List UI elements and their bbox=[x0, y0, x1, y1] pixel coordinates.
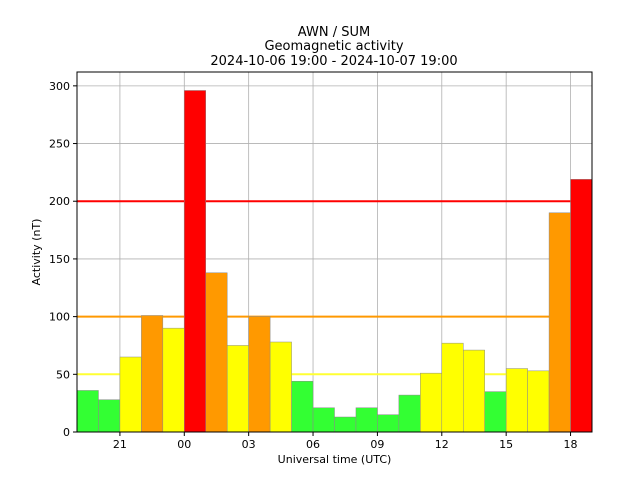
bar-11 bbox=[312, 407, 335, 433]
x-tick-label-1: 00 bbox=[177, 438, 191, 451]
bar-13 bbox=[355, 407, 378, 433]
chart-title-line-3: 2024-10-06 19:00 - 2024-10-07 19:00 bbox=[210, 54, 457, 69]
y-tick-label-1: 50 bbox=[56, 368, 70, 381]
chart-title-group: AWN / SUM Geomagnetic activity 2024-10-0… bbox=[210, 25, 457, 69]
x-axis-label: Universal time (UTC) bbox=[278, 453, 392, 466]
bar-17 bbox=[441, 342, 464, 433]
bar-6 bbox=[205, 272, 228, 433]
bar-16 bbox=[420, 372, 443, 433]
bar-7 bbox=[226, 345, 249, 433]
x-tick-label-4: 09 bbox=[370, 438, 384, 451]
bar-10 bbox=[291, 380, 314, 433]
x-tick-label-6: 15 bbox=[499, 438, 513, 451]
bar-18 bbox=[463, 349, 485, 433]
bar-2 bbox=[119, 356, 142, 433]
bar-21 bbox=[527, 370, 550, 433]
bar-15 bbox=[398, 394, 421, 433]
x-tick-label-3: 06 bbox=[306, 438, 320, 451]
x-tick-label-7: 18 bbox=[564, 438, 578, 451]
chart-title-line-1: AWN / SUM bbox=[298, 25, 370, 40]
y-tick-label-5: 250 bbox=[49, 138, 70, 151]
x-tick-label-5: 12 bbox=[435, 438, 449, 451]
y-tick-label-2: 100 bbox=[49, 311, 70, 324]
y-tick-label-6: 300 bbox=[49, 80, 70, 93]
bar-1 bbox=[98, 399, 121, 433]
x-tick-label-0: 21 bbox=[113, 438, 127, 451]
bar-12 bbox=[334, 416, 357, 433]
x-tick-label-2: 03 bbox=[242, 438, 256, 451]
y-tick-label-0: 0 bbox=[63, 426, 70, 439]
bar-4 bbox=[162, 327, 185, 433]
bar-23 bbox=[570, 179, 593, 433]
bar-14 bbox=[377, 414, 400, 433]
bar-19 bbox=[484, 391, 507, 433]
y-tick-label-3: 150 bbox=[49, 253, 70, 266]
y-tick-label-4: 200 bbox=[49, 195, 70, 208]
bar-22 bbox=[548, 212, 571, 433]
y-axis-ticks: 0 50 100 150 200 250 300 bbox=[49, 80, 77, 439]
bar-20 bbox=[505, 368, 528, 433]
plot-frame bbox=[76, 71, 593, 433]
y-axis-label: Activity (nT) bbox=[30, 219, 43, 286]
chart-title-line-2: Geomagnetic activity bbox=[264, 39, 403, 54]
bar-5 bbox=[184, 90, 207, 433]
bars-group bbox=[76, 90, 593, 433]
bar-9 bbox=[269, 341, 292, 433]
bar-3 bbox=[141, 315, 164, 433]
bar-8 bbox=[248, 316, 271, 433]
x-axis-ticks: 21 00 03 06 09 12 15 18 bbox=[113, 432, 578, 451]
bar-0 bbox=[76, 390, 99, 433]
